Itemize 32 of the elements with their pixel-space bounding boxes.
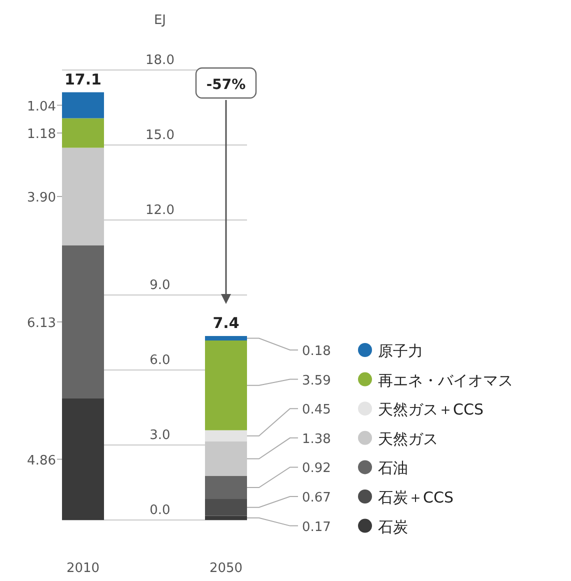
data-label: 0.67 bbox=[302, 490, 331, 506]
total-label: 7.4 bbox=[212, 314, 240, 332]
data-label: 1.38 bbox=[302, 432, 331, 447]
total-label: 17.1 bbox=[64, 70, 102, 88]
legend-label: 原子力 bbox=[378, 342, 423, 360]
x-tick-label: 2010 bbox=[66, 561, 100, 576]
data-label: 0.18 bbox=[302, 344, 331, 359]
y-tick-label: 3.0 bbox=[150, 428, 170, 443]
data-label: 1.04 bbox=[27, 99, 56, 114]
data-label: 0.45 bbox=[302, 402, 331, 418]
legend-label: 天然ガス＋CCS bbox=[378, 400, 484, 419]
data-label: 6.13 bbox=[27, 316, 56, 331]
annotation: -57% bbox=[206, 77, 246, 93]
data-label: 3.90 bbox=[27, 190, 56, 206]
legend-label: 石油 bbox=[378, 459, 408, 478]
data-label: 1.18 bbox=[27, 127, 56, 142]
y-tick-label: 18.0 bbox=[146, 53, 174, 68]
legend-label: 石炭＋CCS bbox=[378, 488, 454, 506]
legend-label: 石炭 bbox=[378, 518, 408, 536]
legend-label: 再エネ・バイオマス bbox=[378, 371, 513, 390]
data-label: 0.92 bbox=[302, 461, 331, 476]
y-tick-label: 0.0 bbox=[150, 503, 170, 518]
data-label: 0.17 bbox=[302, 520, 331, 535]
y-axis-title: EJ bbox=[154, 13, 166, 28]
data-label: 4.86 bbox=[27, 453, 56, 468]
legend-label: 天然ガス bbox=[378, 430, 438, 448]
y-tick-label: 12.0 bbox=[146, 203, 174, 218]
y-tick-label: 6.0 bbox=[150, 353, 170, 368]
data-label: 3.59 bbox=[302, 373, 331, 388]
x-tick-label: 2050 bbox=[209, 561, 243, 576]
y-tick-label: 9.0 bbox=[150, 278, 170, 293]
y-tick-label: 15.0 bbox=[146, 128, 174, 143]
